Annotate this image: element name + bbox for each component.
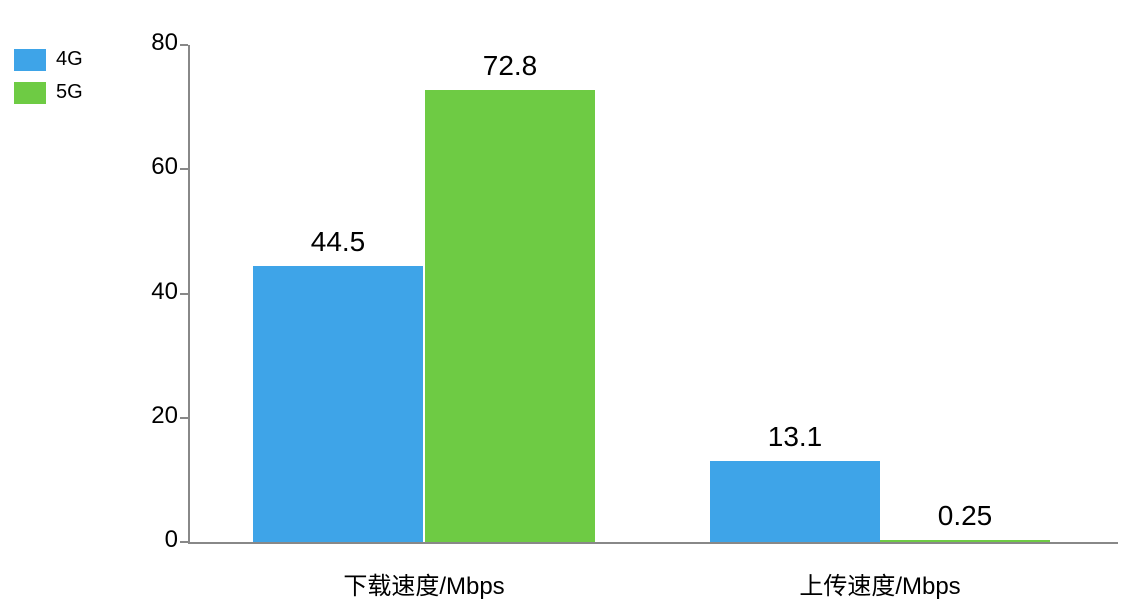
bar: [880, 540, 1050, 542]
bar-value-label: 13.1: [768, 421, 823, 453]
bar: [425, 90, 595, 542]
bar: [710, 461, 880, 542]
bar-value-label: 72.8: [483, 50, 538, 82]
x-category-label: 下载速度/Mbps: [343, 566, 504, 601]
x-category-label: 上传速度/Mbps: [799, 566, 960, 601]
speed-comparison-chart: 4G5G 020406080 44.513.172.80.25 下载速度/Mbp…: [0, 0, 1142, 608]
bar: [253, 266, 423, 542]
bar-value-label: 44.5: [311, 226, 366, 258]
bar-value-label: 0.25: [938, 500, 993, 532]
